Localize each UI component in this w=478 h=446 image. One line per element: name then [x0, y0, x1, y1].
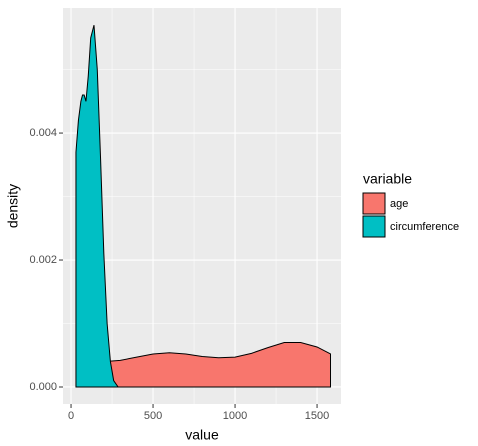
legend-label: age: [390, 198, 408, 210]
legend-key: [362, 192, 386, 215]
panel-background: [63, 8, 341, 404]
density-area: [89, 342, 332, 388]
y-tick-label: 0.000: [29, 381, 57, 393]
y-axis-title: density: [5, 184, 21, 228]
y-tick-label: 0.004: [29, 127, 57, 139]
x-tick-label: 1500: [305, 410, 329, 422]
x-tick-label: 1000: [223, 410, 247, 422]
y-tick-label: 0.002: [29, 254, 57, 266]
legend-label: circumference: [390, 221, 459, 233]
legend-title: variable: [363, 171, 412, 187]
x-tick-label: 0: [68, 410, 74, 422]
legend-key: [362, 215, 386, 238]
x-axis-title: value: [185, 427, 219, 443]
density-area: [75, 25, 120, 388]
x-tick-label: 500: [144, 410, 162, 422]
